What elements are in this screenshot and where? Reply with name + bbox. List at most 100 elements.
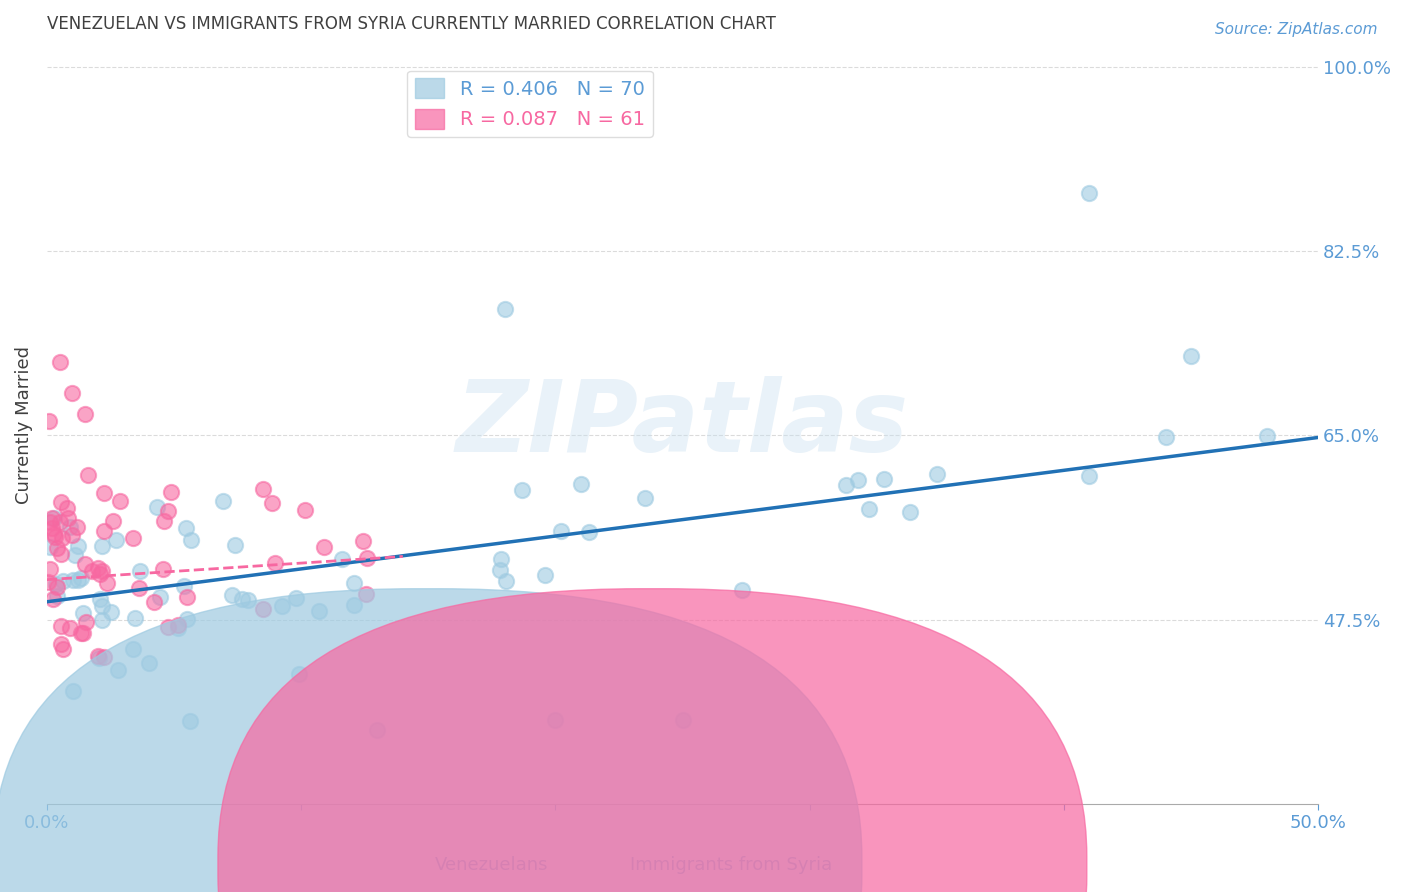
- Point: [91, 599, 114, 614]
- Point: [157, 504, 180, 518]
- Point: [46, 541, 69, 555]
- Point: [89, 651, 111, 665]
- Point: [1078, 186, 1101, 200]
- Text: ZIPatlas: ZIPatlas: [456, 376, 910, 474]
- Point: [544, 713, 567, 727]
- Point: [73, 407, 96, 421]
- Text: Venezuelans: Venezuelans: [436, 856, 548, 874]
- Point: [49, 637, 72, 651]
- Point: [93, 485, 115, 500]
- Point: [89, 566, 111, 581]
- Point: [44, 511, 66, 525]
- Point: [138, 657, 160, 671]
- Point: [72, 626, 94, 640]
- Point: [41, 511, 63, 525]
- Point: [124, 610, 146, 624]
- Point: [1180, 349, 1202, 363]
- Point: [156, 620, 179, 634]
- Point: [56, 510, 79, 524]
- Point: [352, 534, 374, 549]
- Point: [44, 530, 66, 544]
- Point: [49, 547, 72, 561]
- Point: [495, 574, 517, 588]
- Point: [252, 602, 274, 616]
- Point: [236, 593, 259, 607]
- Point: [62, 574, 84, 588]
- Point: [65, 548, 87, 562]
- Point: [1154, 430, 1177, 444]
- Point: [221, 588, 243, 602]
- Y-axis label: Currently Married: Currently Married: [15, 346, 32, 504]
- Point: [49, 495, 72, 509]
- Point: [51, 531, 73, 545]
- Point: [38, 562, 60, 576]
- Point: [262, 496, 284, 510]
- Point: [87, 648, 110, 663]
- Point: [925, 467, 948, 481]
- Point: [46, 589, 69, 603]
- Point: [96, 576, 118, 591]
- Point: [91, 540, 114, 554]
- Point: [52, 642, 75, 657]
- Point: [285, 591, 308, 605]
- Point: [179, 714, 201, 729]
- Point: [87, 561, 110, 575]
- Point: [128, 581, 150, 595]
- Point: [100, 605, 122, 619]
- Point: [252, 482, 274, 496]
- Point: [342, 598, 364, 612]
- Point: [59, 621, 82, 635]
- Point: [66, 540, 89, 554]
- Point: [42, 592, 65, 607]
- Point: [66, 520, 89, 534]
- Point: [634, 491, 657, 505]
- Point: [873, 472, 896, 486]
- Point: [731, 582, 754, 597]
- Point: [39, 515, 62, 529]
- Point: [176, 612, 198, 626]
- Point: [489, 552, 512, 566]
- Point: [122, 531, 145, 545]
- Point: [93, 524, 115, 539]
- Point: [62, 684, 84, 698]
- Point: [49, 618, 72, 632]
- Point: [45, 576, 67, 591]
- Text: Source: ZipAtlas.com: Source: ZipAtlas.com: [1215, 22, 1378, 37]
- Point: [52, 574, 75, 588]
- Point: [510, 483, 533, 497]
- Point: [45, 580, 67, 594]
- Point: [59, 520, 82, 534]
- Point: [38, 414, 60, 428]
- Point: [37, 574, 59, 589]
- Point: [343, 575, 366, 590]
- Point: [108, 494, 131, 508]
- Text: Immigrants from Syria: Immigrants from Syria: [630, 856, 832, 874]
- Point: [550, 524, 572, 538]
- Point: [176, 590, 198, 604]
- Point: [55, 501, 77, 516]
- Point: [848, 473, 870, 487]
- Point: [264, 557, 287, 571]
- Point: [354, 587, 377, 601]
- Point: [75, 615, 97, 629]
- Point: [41, 521, 63, 535]
- Point: [288, 667, 311, 681]
- Point: [294, 503, 316, 517]
- Point: [534, 567, 557, 582]
- Point: [1078, 469, 1101, 483]
- Point: [270, 599, 292, 613]
- Point: [174, 521, 197, 535]
- Point: [142, 595, 165, 609]
- Point: [107, 664, 129, 678]
- Point: [1256, 429, 1278, 443]
- Text: VENEZUELAN VS IMMIGRANTS FROM SYRIA CURRENTLY MARRIED CORRELATION CHART: VENEZUELAN VS IMMIGRANTS FROM SYRIA CURR…: [46, 15, 776, 33]
- Point: [173, 579, 195, 593]
- Point: [671, 713, 693, 727]
- Point: [366, 723, 388, 738]
- Point: [224, 538, 246, 552]
- Point: [101, 514, 124, 528]
- Point: [93, 650, 115, 665]
- Point: [231, 591, 253, 606]
- Point: [900, 504, 922, 518]
- Point: [72, 607, 94, 621]
